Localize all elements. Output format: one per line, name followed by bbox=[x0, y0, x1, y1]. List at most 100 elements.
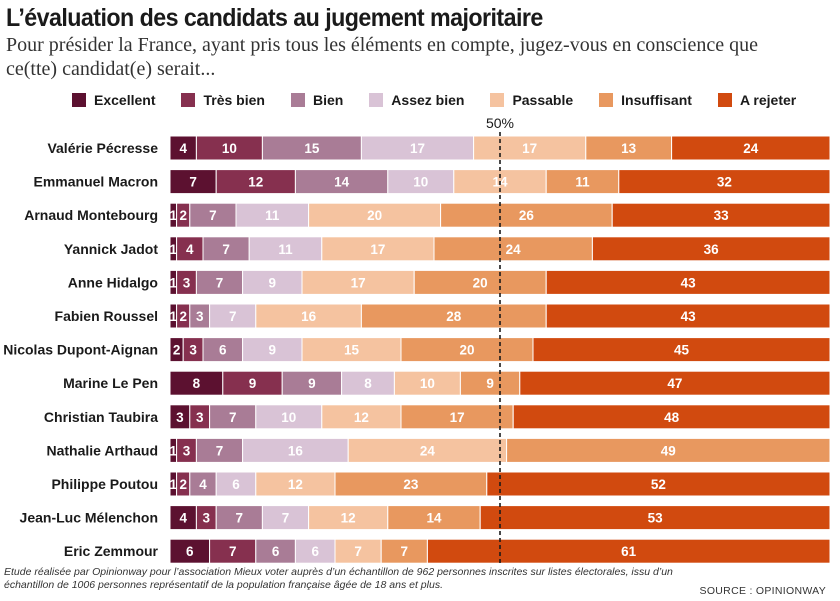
candidate-label-eric-zemmour: Eric Zemmour bbox=[64, 543, 159, 559]
data-label: 11 bbox=[265, 208, 280, 223]
data-label: 7 bbox=[222, 242, 230, 257]
data-label: 17 bbox=[450, 410, 465, 425]
bar-emmanuel-macron-a-rejeter bbox=[618, 169, 831, 195]
bar-philippe-poutou-bien bbox=[189, 471, 217, 497]
data-label: 12 bbox=[354, 410, 369, 425]
data-label: 43 bbox=[681, 309, 697, 324]
bar-fabien-roussel-insuffisant bbox=[360, 303, 547, 329]
bar-valerie-pecresse-bien bbox=[261, 135, 362, 161]
data-label: 1 bbox=[170, 208, 178, 223]
data-label: 45 bbox=[674, 343, 690, 358]
bar-anne-hidalgo-assez-bien bbox=[242, 269, 303, 295]
legend-swatch bbox=[490, 93, 505, 107]
candidate-label-fabien-roussel: Fabien Roussel bbox=[55, 308, 158, 324]
data-label: 3 bbox=[196, 309, 204, 324]
data-label: 49 bbox=[661, 443, 676, 458]
data-label: 3 bbox=[176, 410, 184, 425]
bar-christian-taubira-assez-bien bbox=[255, 404, 323, 430]
candidate-label-emmanuel-macron: Emmanuel Macron bbox=[34, 174, 158, 190]
bar-nathalie-arthaud-passable bbox=[347, 437, 508, 463]
bar-anne-hidalgo-a-rejeter bbox=[545, 269, 831, 295]
bar-nathalie-arthaud-assez-bien bbox=[242, 437, 349, 463]
data-label: 1 bbox=[170, 477, 178, 492]
bar-christian-taubira-a-rejeter bbox=[512, 404, 831, 430]
bar-christian-taubira-bien bbox=[209, 404, 257, 430]
bar-christian-taubira-insuffisant bbox=[400, 404, 514, 430]
candidate-label-nathalie-arthaud: Nathalie Arthaud bbox=[47, 442, 159, 458]
data-label: 53 bbox=[648, 511, 664, 526]
data-label: 3 bbox=[189, 343, 197, 358]
data-label: 36 bbox=[704, 242, 720, 257]
legend-swatch bbox=[72, 93, 86, 107]
legend-label: Bien bbox=[312, 92, 344, 108]
candidate-label-marine-le-pen: Marine Le Pen bbox=[63, 375, 158, 391]
data-label: 12 bbox=[288, 477, 303, 492]
legend-item-insuffisant: Insuffisant bbox=[599, 92, 692, 108]
legend: Excellent Très bien Bien Assez bien Passable… bbox=[72, 92, 796, 108]
legend-swatch bbox=[599, 93, 614, 107]
data-label: 48 bbox=[664, 410, 680, 425]
data-label: 7 bbox=[229, 309, 237, 324]
data-label: 6 bbox=[219, 343, 227, 358]
data-label: 17 bbox=[370, 242, 385, 257]
data-label: 8 bbox=[193, 376, 201, 391]
data-label: 3 bbox=[203, 511, 211, 526]
data-label: 43 bbox=[681, 275, 697, 290]
bar-philippe-poutou-passable bbox=[255, 471, 336, 497]
data-label: 10 bbox=[413, 175, 428, 190]
legend-label: A rejeter bbox=[739, 92, 797, 108]
data-label: 16 bbox=[288, 443, 304, 458]
data-label: 2 bbox=[179, 208, 187, 223]
data-label: 7 bbox=[216, 275, 224, 290]
reference-line-label: 50% bbox=[486, 115, 514, 131]
data-label: 3 bbox=[183, 275, 191, 290]
data-label: 2 bbox=[173, 343, 181, 358]
bar-valerie-pecresse-a-rejeter bbox=[671, 135, 831, 161]
data-label: 17 bbox=[351, 275, 366, 290]
data-label: 7 bbox=[229, 410, 237, 425]
candidate-label-anne-hidalgo: Anne Hidalgo bbox=[68, 274, 158, 290]
data-label: 9 bbox=[269, 343, 277, 358]
data-label: 3 bbox=[183, 443, 191, 458]
data-label: 7 bbox=[354, 544, 362, 559]
bar-nicolas-dupont-aignan-assez-bien bbox=[242, 337, 303, 363]
bar-eric-zemmour-insuffisant bbox=[380, 538, 428, 564]
legend-item-passable: Passable bbox=[490, 92, 573, 108]
bar-valerie-pecresse-insuffisant bbox=[585, 135, 673, 161]
data-label: 9 bbox=[308, 376, 316, 391]
data-label: 1 bbox=[170, 309, 178, 324]
data-label: 24 bbox=[506, 242, 522, 257]
bar-marine-le-pen-assez-bien bbox=[341, 370, 395, 396]
candidate-label-philippe-poutou: Philippe Poutou bbox=[51, 476, 158, 492]
bar-yannick-jadot-bien bbox=[202, 236, 250, 262]
bar-valerie-pecresse-assez-bien bbox=[360, 135, 475, 161]
data-label: 4 bbox=[199, 477, 207, 492]
data-label: 7 bbox=[229, 544, 237, 559]
bar-yannick-jadot-passable bbox=[321, 236, 435, 262]
bar-christian-taubira-passable bbox=[321, 404, 402, 430]
data-label: 26 bbox=[519, 208, 535, 223]
bar-nathalie-arthaud-insuffisant bbox=[506, 437, 831, 463]
data-label: 61 bbox=[621, 544, 637, 559]
methodology-note: Etude réalisée par Opinionway pour l’ass… bbox=[4, 566, 673, 591]
data-label: 24 bbox=[743, 141, 759, 156]
data-label: 17 bbox=[522, 141, 537, 156]
data-label: 7 bbox=[189, 175, 197, 190]
bar-valerie-pecresse-tres-bien bbox=[195, 135, 263, 161]
data-label: 6 bbox=[232, 477, 240, 492]
data-label: 4 bbox=[179, 141, 187, 156]
legend-label: Passable bbox=[512, 92, 574, 108]
bar-arnaud-montebourg-a-rejeter bbox=[611, 202, 831, 228]
data-label: 9 bbox=[269, 275, 277, 290]
data-label: 20 bbox=[473, 275, 488, 290]
legend-item-bien: Bien bbox=[290, 92, 344, 108]
bar-philippe-poutou-insuffisant bbox=[334, 471, 488, 497]
bar-fabien-roussel-passable bbox=[255, 303, 362, 329]
bar-jean-luc-melenchon-excellent bbox=[169, 505, 197, 531]
bar-nicolas-dupont-aignan-a-rejeter bbox=[532, 337, 831, 363]
data-label: 7 bbox=[216, 443, 224, 458]
legend-label: Excellent bbox=[94, 92, 156, 108]
legend-swatch bbox=[717, 93, 732, 107]
data-label: 1 bbox=[170, 443, 178, 458]
bar-jean-luc-melenchon-assez-bien bbox=[261, 505, 310, 531]
